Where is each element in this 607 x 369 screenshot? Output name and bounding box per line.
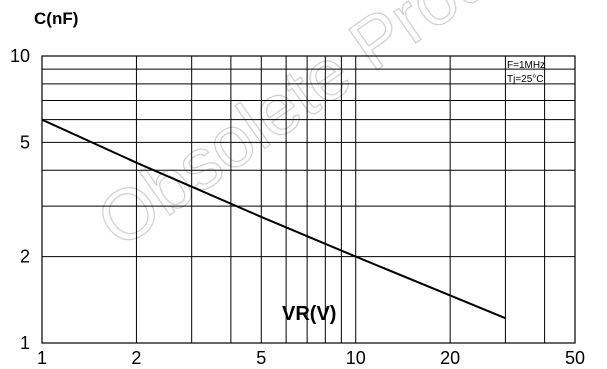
y-tick-label: 10	[10, 46, 30, 66]
grid-layer	[42, 56, 575, 343]
plot-border	[41, 55, 576, 344]
x-tick-label: 5	[256, 348, 266, 368]
legend-block: F=1MHz Tj=25°C	[507, 60, 545, 85]
series-layer	[41, 118, 506, 320]
annotation-frequency: F=1MHz	[507, 60, 545, 71]
x-tick-label: 2	[131, 348, 141, 368]
annotation-temperature: Tj=25°C	[507, 74, 544, 85]
y-tick-label: 1	[20, 333, 30, 353]
y-tick-label: 2	[20, 247, 30, 267]
watermark-text: Obsolete Product	[83, 0, 585, 263]
tick-layer: 1 2 5 10 20 50 1 2 5 10	[10, 46, 585, 368]
y-tick-label: 5	[20, 132, 30, 152]
capacitance-line	[41, 118, 506, 320]
x-tick-label: 20	[440, 348, 460, 368]
y-axis-label: C(nF)	[34, 9, 78, 28]
plot-frame	[41, 55, 576, 344]
x-axis-label: VR(V)	[282, 303, 336, 325]
x-tick-label: 50	[565, 348, 585, 368]
x-tick-label: 10	[346, 348, 366, 368]
x-tick-label: 1	[37, 348, 47, 368]
watermark-layer: Obsolete Product	[83, 0, 586, 264]
